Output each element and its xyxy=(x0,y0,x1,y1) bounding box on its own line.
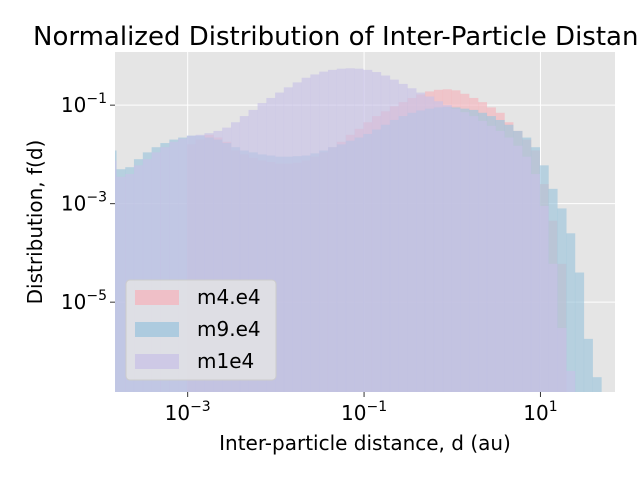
legend-swatch-m9.e4 xyxy=(135,322,179,337)
bar-m9.e4-52 xyxy=(566,233,576,392)
bar-m1e4-38 xyxy=(424,96,435,392)
bar-m1e4-40 xyxy=(442,105,452,392)
bar-m1e4-3 xyxy=(116,176,126,392)
y-tick-label-0: 10−1 xyxy=(61,91,107,117)
legend-label-m9.e4: m9.e4 xyxy=(197,317,261,341)
bar-m1e4-34 xyxy=(389,79,399,392)
bar-m1e4-42 xyxy=(460,112,470,393)
bar-m1e4-41 xyxy=(451,108,461,393)
x-axis-label: Inter-particle distance, d (au) xyxy=(219,431,511,455)
bar-m1e4-23 xyxy=(292,82,302,393)
bar-m1e4-11 xyxy=(186,135,196,393)
bar-m1e4-27 xyxy=(327,69,338,393)
bar-m1e4-25 xyxy=(310,74,320,393)
bar-m1e4-48 xyxy=(513,145,523,392)
chart-title: Normalized Distribution of Inter-Particl… xyxy=(33,22,638,52)
bar-m1e4-36 xyxy=(407,88,417,393)
bar-m1e4-10 xyxy=(178,138,188,392)
bar-m1e4-32 xyxy=(371,72,382,392)
bar-m9.e4-55 xyxy=(592,377,602,392)
bar-m1e4-39 xyxy=(433,101,444,393)
bar-m1e4-24 xyxy=(301,77,311,392)
bar-m9.e4-53 xyxy=(574,272,585,392)
bar-m1e4-19 xyxy=(257,103,267,393)
bar-m1e4-20 xyxy=(266,97,276,392)
bar-m1e4-35 xyxy=(398,83,408,392)
bar-m1e4-52 xyxy=(548,263,558,392)
bar-m1e4-12 xyxy=(195,134,205,392)
legend-swatch-m1e4 xyxy=(135,354,179,369)
bar-m1e4-5 xyxy=(133,165,144,392)
histogram-bars xyxy=(115,68,602,393)
axis-ticks: 10−3 10−1 101 10−1 10−3 10−5 xyxy=(61,91,558,425)
series-m1e4 xyxy=(115,68,576,393)
bar-m1e4-16 xyxy=(231,122,241,392)
bar-m1e4-13 xyxy=(204,133,214,392)
bar-m1e4-51 xyxy=(539,205,549,392)
bar-m1e4-43 xyxy=(469,116,479,393)
legend-label-m1e4: m1e4 xyxy=(197,349,254,373)
bar-m1e4-26 xyxy=(319,71,329,393)
bar-m1e4-31 xyxy=(363,69,373,393)
bar-m1e4-37 xyxy=(416,92,426,392)
bar-m1e4-50 xyxy=(530,174,540,392)
y-tick-label-2: 10−5 xyxy=(61,288,107,314)
bar-m9.e4-51 xyxy=(557,208,567,392)
bar-m1e4-29 xyxy=(345,68,355,392)
x-tick-label-1: 10−1 xyxy=(341,399,387,425)
bar-m1e4-49 xyxy=(522,156,532,392)
bar-m1e4-28 xyxy=(336,68,347,393)
bar-m1e4-30 xyxy=(354,68,364,393)
legend-swatch-m4.e4 xyxy=(135,290,179,305)
bar-m1e4-47 xyxy=(504,137,514,392)
bar-m1e4-6 xyxy=(142,159,152,392)
legend: m4.e4 m9.e4 m1e4 xyxy=(125,279,277,381)
bar-m1e4-7 xyxy=(151,152,161,392)
bar-m9.e4-54 xyxy=(583,338,593,392)
bar-m1e4-18 xyxy=(248,109,258,392)
bar-m1e4-22 xyxy=(283,87,293,393)
bar-m1e4-2 xyxy=(115,160,117,392)
bar-m1e4-17 xyxy=(239,116,249,393)
y-axis-label: Distribution, f(d) xyxy=(23,140,47,305)
x-tick-label-2: 101 xyxy=(523,399,557,425)
bar-m1e4-9 xyxy=(169,141,179,392)
legend-label-m4.e4: m4.e4 xyxy=(197,285,261,309)
y-tick-label-1: 10−3 xyxy=(61,190,107,216)
bar-m1e4-45 xyxy=(486,125,496,393)
bar-m1e4-46 xyxy=(495,130,505,393)
bar-m1e4-53 xyxy=(557,327,567,392)
bar-m1e4-21 xyxy=(275,92,285,392)
bar-m1e4-44 xyxy=(478,120,488,393)
x-tick-label-0: 10−3 xyxy=(165,399,211,425)
bar-m1e4-33 xyxy=(380,75,391,392)
bar-m1e4-15 xyxy=(222,127,232,392)
bar-m1e4-14 xyxy=(213,130,223,393)
bar-m1e4-54 xyxy=(566,371,576,392)
bar-m1e4-8 xyxy=(160,147,170,392)
